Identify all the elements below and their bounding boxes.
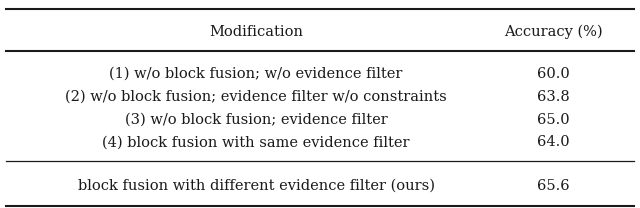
Text: (2) w/o block fusion; evidence filter w/o constraints: (2) w/o block fusion; evidence filter w/… (65, 90, 447, 104)
Text: Accuracy (%): Accuracy (%) (504, 25, 603, 40)
Text: (1) w/o block fusion; w/o evidence filter: (1) w/o block fusion; w/o evidence filte… (109, 67, 403, 81)
Text: 60.0: 60.0 (537, 67, 570, 81)
Text: Modification: Modification (209, 25, 303, 39)
Text: (3) w/o block fusion; evidence filter: (3) w/o block fusion; evidence filter (125, 113, 387, 127)
Text: (4) block fusion with same evidence filter: (4) block fusion with same evidence filt… (102, 135, 410, 150)
Text: 65.0: 65.0 (538, 113, 570, 127)
Text: block fusion with different evidence filter (ours): block fusion with different evidence fil… (77, 178, 435, 193)
Text: 65.6: 65.6 (538, 178, 570, 193)
Text: 63.8: 63.8 (537, 90, 570, 104)
Text: 64.0: 64.0 (538, 135, 570, 150)
